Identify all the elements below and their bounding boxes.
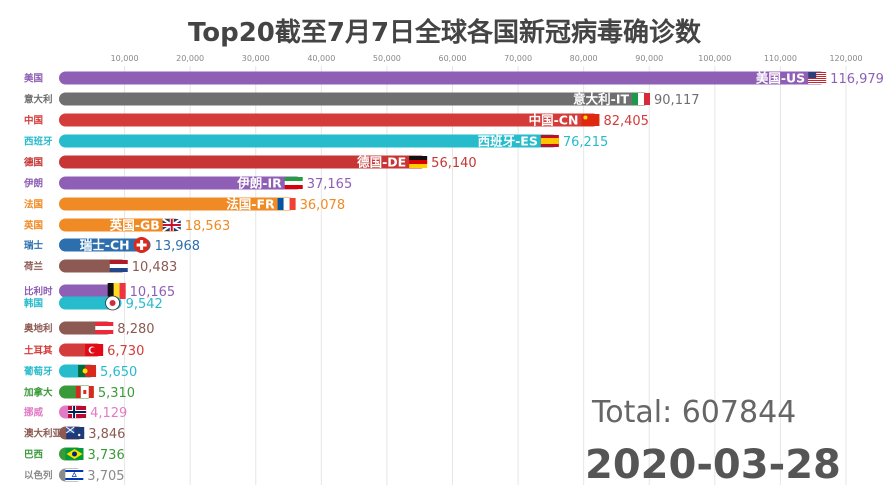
country-label: 荷兰 <box>23 261 44 273</box>
bar-inner-label: 意大利-IT <box>573 92 629 107</box>
country-label: 德国 <box>24 157 43 169</box>
turkey-flag-icon <box>85 344 104 356</box>
x-tick-label: 120,000 <box>829 54 862 63</box>
value-label: 13,968 <box>155 239 201 254</box>
country-label: 意大利 <box>24 94 53 106</box>
value-label: 37,165 <box>307 177 353 192</box>
bar-inner-label: 英国-GB <box>110 218 160 233</box>
value-label: 6,730 <box>107 344 144 359</box>
bar-inner-label: 瑞士-CH <box>80 238 130 253</box>
value-label: 90,117 <box>654 93 700 108</box>
korea-flag-icon <box>105 295 120 311</box>
bar-inner-label: 西班牙-ES <box>478 134 538 149</box>
bar-7 <box>59 218 181 232</box>
canada-flag-icon <box>75 386 94 398</box>
bar-2 <box>59 113 600 127</box>
country-label: 美国 <box>23 73 43 85</box>
x-tick-label: 30,000 <box>242 54 270 63</box>
total-value: 607844 <box>681 395 797 430</box>
bar-6 <box>59 197 296 211</box>
country-label: 比利时 <box>24 286 53 298</box>
bar-inner-label: 德国-DE <box>357 155 406 170</box>
netherlands-flag-icon <box>109 260 128 272</box>
bar-inner-label: 伊朗-IR <box>236 176 282 191</box>
chart-title: Top20截至7月7日全球各国新冠病毒确诊数 <box>187 18 702 48</box>
italy-flag-icon <box>632 93 651 105</box>
value-label: 18,563 <box>185 219 231 234</box>
country-label: 韩国 <box>24 298 43 310</box>
x-tick-label: 110,000 <box>764 54 797 63</box>
value-label: 82,405 <box>603 114 649 129</box>
value-label: 9,542 <box>126 297 163 312</box>
swiss-flag-icon <box>133 237 150 253</box>
value-label: 4,129 <box>90 406 127 421</box>
uk-flag-icon <box>162 218 182 232</box>
value-label: 5,310 <box>98 386 135 401</box>
us-flag-icon <box>808 72 827 84</box>
country-label: 英国 <box>24 220 43 232</box>
country-label: 挪威 <box>24 407 44 419</box>
x-tick-label: 60,000 <box>439 54 467 63</box>
brazil-flag-icon <box>65 448 84 460</box>
value-label: 8,280 <box>117 322 154 337</box>
total-label: Total: <box>592 395 673 430</box>
norway-flag-icon <box>68 406 87 418</box>
australia-flag-icon <box>65 426 85 439</box>
x-tick-label: 80,000 <box>570 54 598 63</box>
bar-0 <box>59 71 827 85</box>
x-tick-label: 20,000 <box>176 54 204 63</box>
bar-5 <box>59 176 303 190</box>
belgium-flag-icon <box>107 283 126 299</box>
value-label: 10,165 <box>130 285 176 300</box>
value-label: 3,846 <box>88 427 125 442</box>
x-tick-label: 100,000 <box>698 54 731 63</box>
germany-flag-icon <box>409 156 428 168</box>
value-label: 36,078 <box>300 198 346 213</box>
country-label: 巴西 <box>24 450 44 461</box>
value-label: 116,979 <box>830 72 884 87</box>
country-label: 澳大利亚 <box>24 428 63 440</box>
china-flag-icon <box>581 114 600 126</box>
value-label: 10,483 <box>132 260 178 275</box>
x-tick-label: 40,000 <box>307 54 335 63</box>
country-label: 加拿大 <box>23 387 53 399</box>
country-labels: 美国意大利中国西班牙德国伊朗法国英国瑞士荷兰比利时韩国奥地利土耳其葡萄牙加拿大挪… <box>23 73 63 482</box>
bar-inner-label: 法国-FR <box>226 197 275 212</box>
total-counter: Total: 607844 <box>592 395 796 430</box>
bar-3 <box>59 134 559 148</box>
bar-1 <box>59 92 651 106</box>
country-label: 以色列 <box>24 470 53 482</box>
x-tick-label: 90,000 <box>635 54 663 63</box>
x-tick-label: 70,000 <box>504 54 532 63</box>
bar-inner-label: 美国-US <box>756 71 805 86</box>
france-flag-icon <box>277 198 296 210</box>
austria-flag-icon <box>95 322 114 334</box>
bars: 美国-US 116,979 意大利-IT 90,117 中国-CN 82,405 西班牙-E… <box>59 71 884 484</box>
value-label: 76,215 <box>563 135 609 150</box>
value-label: 3,705 <box>87 469 124 484</box>
spain-flag-icon <box>540 135 559 147</box>
country-label: 伊朗 <box>23 178 43 190</box>
value-label: 3,736 <box>88 448 125 463</box>
bar-4 <box>59 155 428 169</box>
country-label: 法国 <box>24 199 43 211</box>
date-display: 2020-03-28 <box>585 442 841 488</box>
iran-flag-icon <box>284 177 303 189</box>
country-label: 葡萄牙 <box>23 366 53 378</box>
israel-flag-icon <box>65 469 84 481</box>
x-axis-ticks: 10,000 20,000 30,000 40,000 50,000 60,000 70,0… <box>111 54 863 63</box>
country-label: 瑞士 <box>24 240 44 252</box>
country-label: 西班牙 <box>24 136 53 148</box>
value-label: 56,140 <box>431 156 477 171</box>
x-tick-label: 10,000 <box>111 54 139 63</box>
x-tick-label: 50,000 <box>373 54 401 63</box>
value-label: 5,650 <box>100 365 137 380</box>
bar-8 <box>59 238 151 252</box>
country-label: 中国 <box>24 115 43 127</box>
bar-inner-label: 中国-CN <box>529 113 579 128</box>
country-label: 土耳其 <box>24 345 53 357</box>
country-label: 奥地利 <box>23 323 53 335</box>
portugal-flag-icon <box>78 365 97 377</box>
